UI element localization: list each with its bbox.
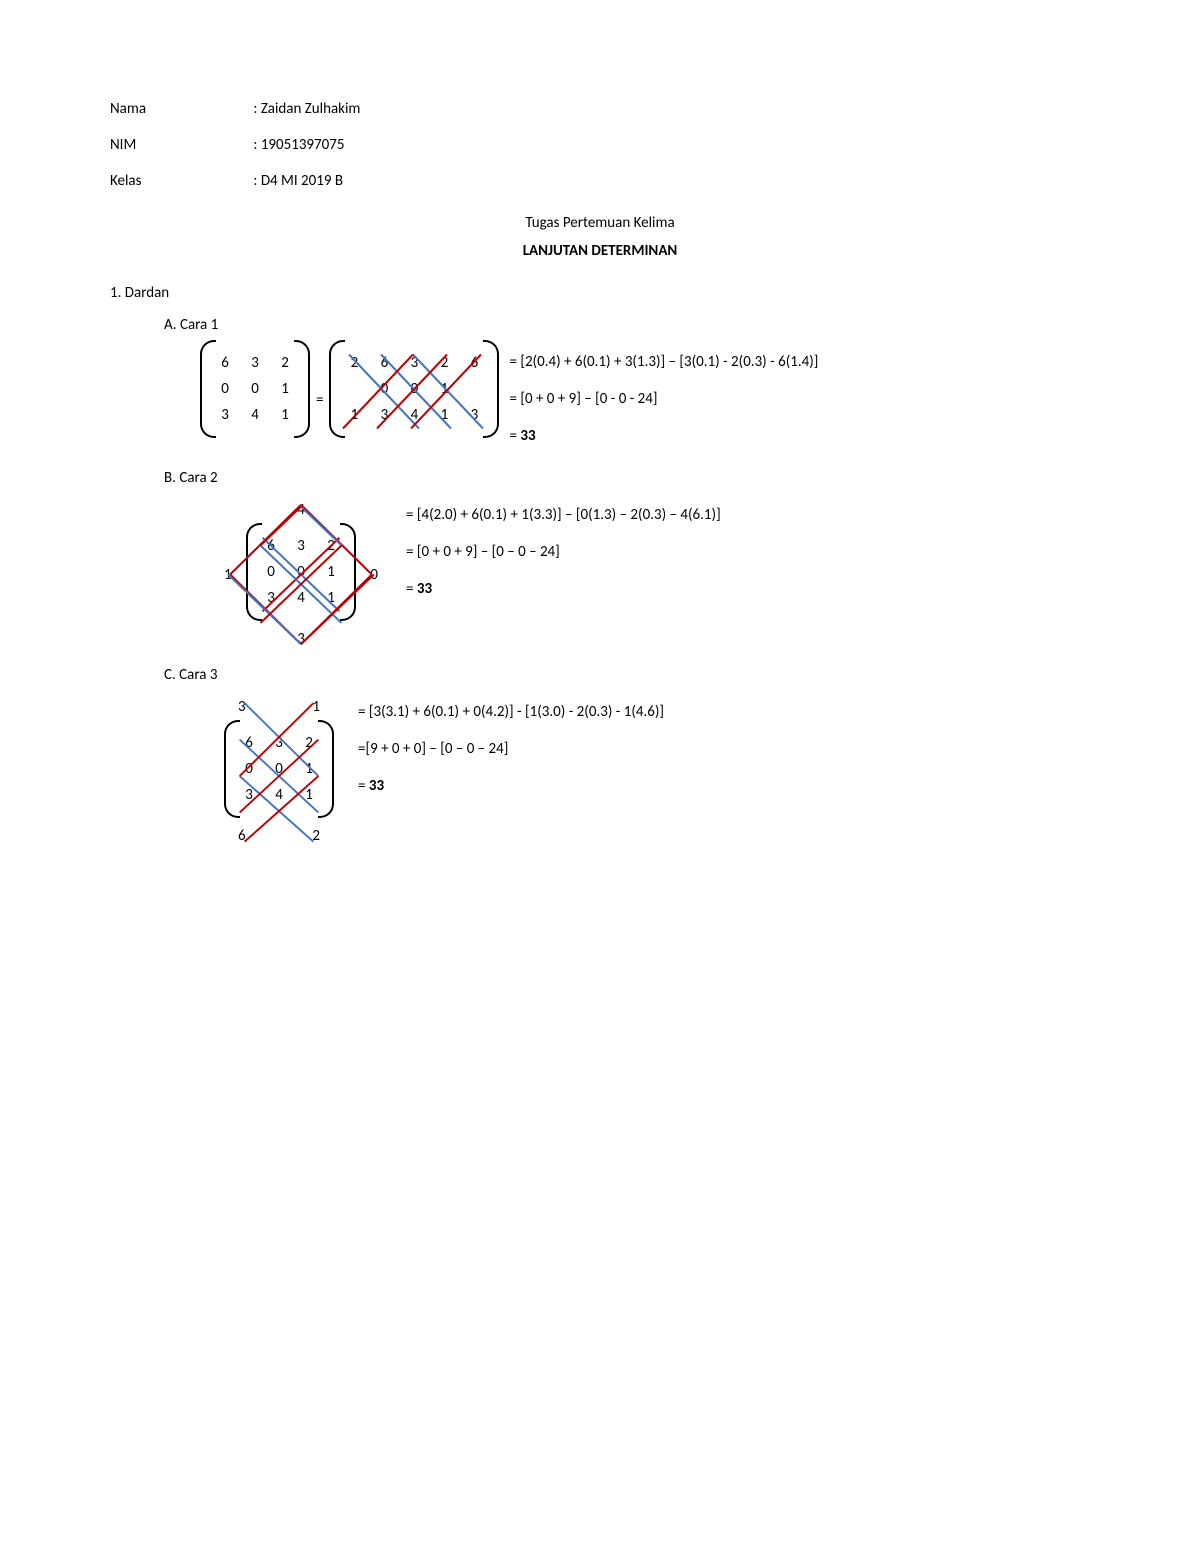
ext-bot-l: 6 <box>238 827 246 845</box>
name-label: Nama <box>110 100 250 118</box>
eq-c3: = 33 <box>358 776 664 797</box>
sarrus-b: 4 1 0 3 632 001 341 <box>220 497 382 652</box>
ext-bot-r: 2 <box>312 827 320 845</box>
cara-2-work: 4 1 0 3 632 001 341 <box>220 497 1090 652</box>
eq-a2: = [0 + 0 + 9] – [0 - 0 - 24] <box>509 389 818 410</box>
cara-3-work: 3 1 6 2 632 001 341 <box>220 694 1090 849</box>
cara-1-equations: = [2(0.4) + 6(0.1) + 3(1.3)] – [3(0.1) -… <box>509 344 818 455</box>
ext-right: 0 <box>370 566 378 584</box>
cara-3-label: C. Cara 3 <box>164 666 1090 684</box>
ext-top: 4 <box>220 501 382 519</box>
nim-label: NIM <box>110 136 250 154</box>
question-1: 1. Dardan <box>110 284 1090 302</box>
eq-b2: = [0 + 0 + 9] – [0 – 0 – 24] <box>406 542 721 563</box>
info-nim: NIM 19051397075 <box>110 136 1090 154</box>
subtitle: Tugas Pertemuan Kelima <box>110 214 1090 232</box>
cara-2-equations: = [4(2.0) + 6(0.1) + 1(3.3)] – [0(1.3) –… <box>406 497 721 608</box>
cara-2-label: B. Cara 2 <box>164 469 1090 487</box>
matrix-a: 632 001 341 <box>200 344 310 434</box>
ext-top-r: 1 <box>312 698 320 716</box>
sarrus-c: 3 1 6 2 632 001 341 <box>220 694 338 849</box>
nim-value: 19051397075 <box>253 136 344 154</box>
eq-c2: =[9 + 0 + 0] – [0 – 0 – 24] <box>358 739 664 760</box>
info-name: Nama Zaidan Zulhakim <box>110 100 1090 118</box>
info-kelas: Kelas D4 MI 2019 B <box>110 172 1090 190</box>
ext-left: 1 <box>224 566 232 584</box>
cara-1-label: A. Cara 1 <box>164 316 1090 334</box>
eq-b3: = 33 <box>406 579 721 600</box>
cara-3-equations: = [3(3.1) + 6(0.1) + 0(4.2)] - [1(3.0) -… <box>358 694 664 805</box>
sarrus-extended: 26326 001 13413 <box>329 344 499 439</box>
eq-a3: = 33 <box>509 426 818 447</box>
equals-1: = <box>316 391 323 409</box>
ext-top-l: 3 <box>238 698 246 716</box>
main-title: LANJUTAN DETERMINAN <box>110 242 1090 260</box>
name-value: Zaidan Zulhakim <box>253 100 360 118</box>
eq-b1: = [4(2.0) + 6(0.1) + 1(3.3)] – [0(1.3) –… <box>406 505 721 526</box>
ext-bot: 3 <box>220 630 382 648</box>
kelas-label: Kelas <box>110 172 250 190</box>
cara-1-work: 632 001 341 = 26326 001 13413 <box>200 344 1090 455</box>
eq-c1: = [3(3.1) + 6(0.1) + 0(4.2)] - [1(3.0) -… <box>358 702 664 723</box>
kelas-value: D4 MI 2019 B <box>253 172 343 190</box>
eq-a1: = [2(0.4) + 6(0.1) + 3(1.3)] – [3(0.1) -… <box>509 352 818 373</box>
